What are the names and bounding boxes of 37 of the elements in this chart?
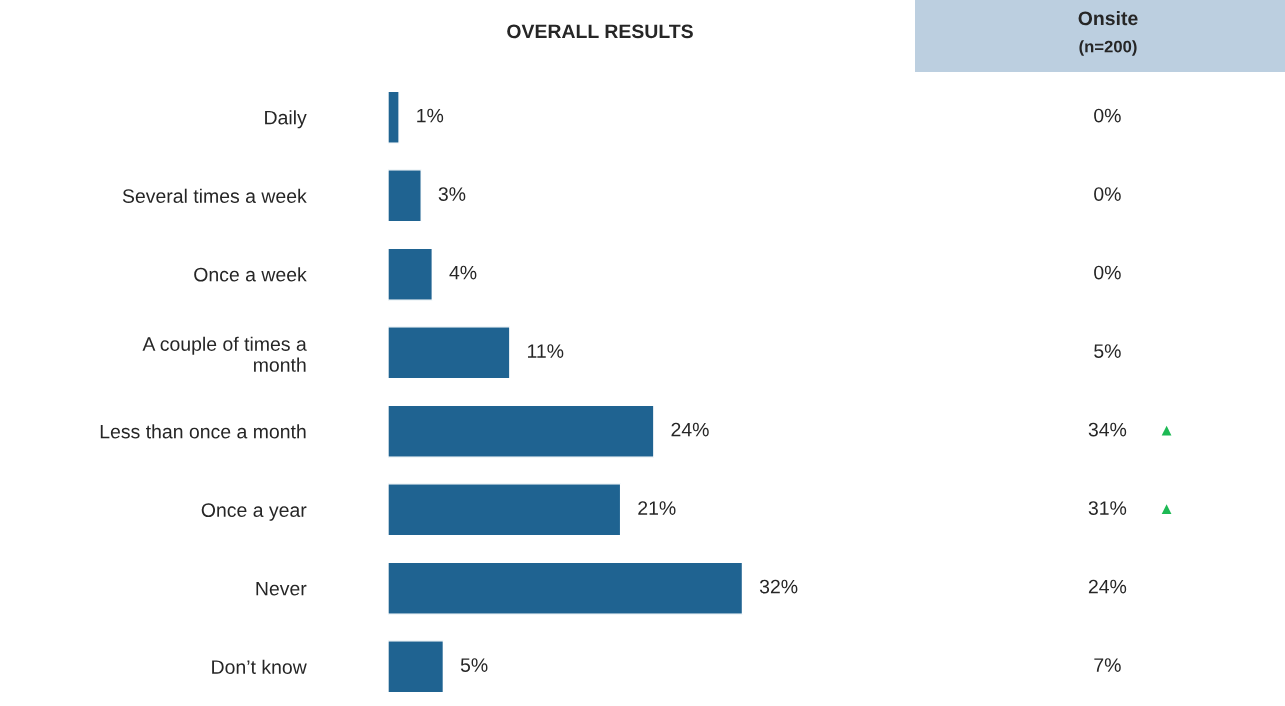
data-label: 32% [759,579,798,594]
data-label: 11% [528,344,564,358]
data-label: 24% [1088,579,1127,594]
y-tick-label: Don’t know [212,659,307,674]
chart-title: OVERALL RESULTS [507,24,693,39]
data-label: 0% [1094,265,1121,280]
data-label: 5% [460,658,488,672]
bar [388,404,655,458]
data-label: 0% [1094,108,1121,123]
bar [388,326,511,380]
y-tick-label: Never [256,581,307,596]
text: ▲ [1161,504,1172,515]
data-label: 7% [1094,658,1121,672]
y-tick-label: Once a year [201,503,307,521]
bar [388,90,400,144]
y-tick-label: Less than once a month [100,424,306,439]
data-label: 34% [1088,422,1127,437]
bar [388,640,445,694]
y-tick-label: Once a week [194,267,307,282]
text: ▲ [1161,425,1172,436]
data-label: 21% [638,501,676,515]
y-tick-label: Daily [265,110,307,129]
bar [388,247,434,301]
data-label: 31% [1088,501,1127,515]
bar [388,169,422,223]
y-tick-label: Several times a week [122,188,307,203]
data-label: 4% [449,265,477,280]
bar [388,561,744,615]
text: (n=200) [1079,40,1137,56]
data-label: 1% [417,108,444,123]
data-label: 24% [671,422,709,437]
data-label: 5% [1094,344,1121,358]
bar [388,483,622,537]
data-label: 0% [1094,187,1121,201]
text: Onsite [1078,10,1138,26]
y-tick-label: A couple of times a month [142,336,307,372]
data-label: 3% [438,187,466,201]
